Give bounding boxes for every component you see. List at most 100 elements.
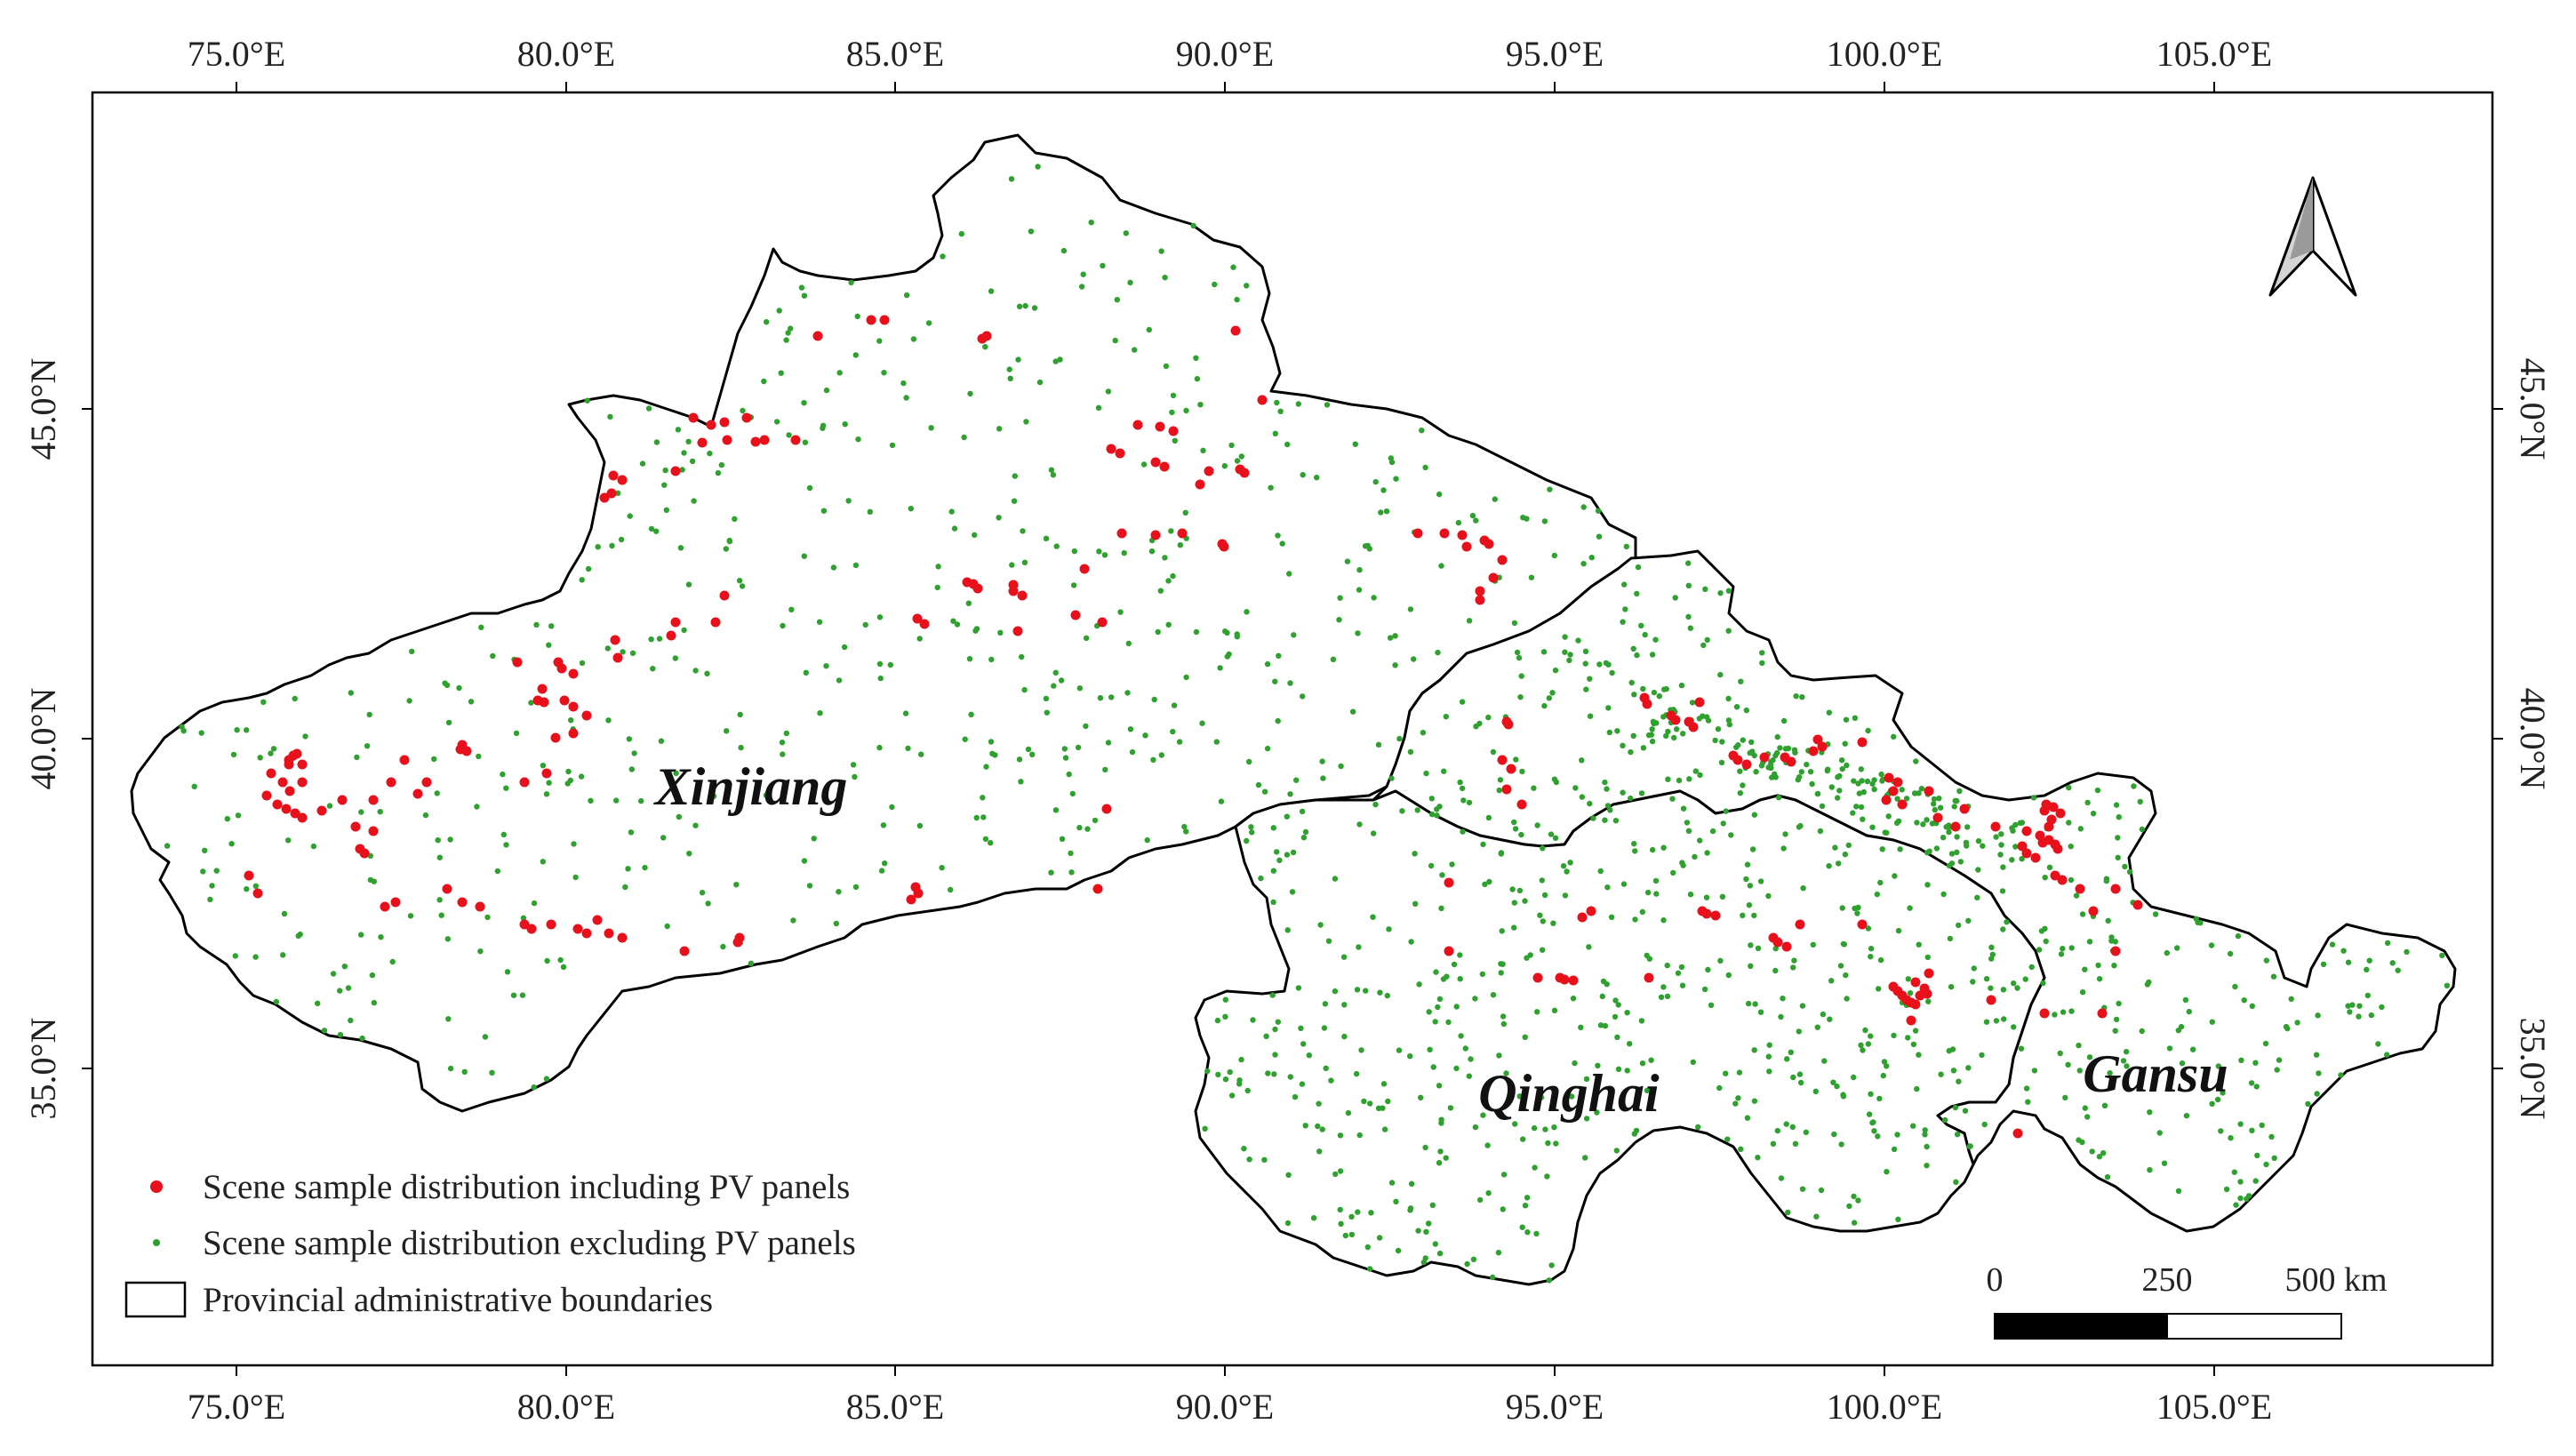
non-pv-sample-point [1788,1049,1795,1056]
lat-label-right: 35.0°N [2513,1018,2553,1120]
non-pv-sample-point [1700,642,1707,649]
pv-sample-point [1070,610,1081,620]
non-pv-sample-point [1016,303,1023,309]
non-pv-sample-point [951,525,958,532]
pv-sample-point [541,768,552,779]
non-pv-sample-point [1685,582,1692,588]
non-pv-sample-point [1169,409,1175,416]
non-pv-sample-point [1436,1160,1443,1166]
non-pv-sample-point [1800,885,1806,892]
scale-label-500: 500 km [2284,1261,2387,1299]
non-pv-sample-point [801,858,808,864]
non-pv-sample-point [1606,729,1613,736]
non-pv-sample-point [1520,1136,1526,1142]
pv-sample-point [272,799,283,810]
non-pv-sample-point [739,583,746,589]
non-pv-sample-point [1393,476,1399,482]
non-pv-sample-point [718,461,724,468]
non-pv-sample-point [707,450,713,457]
non-pv-sample-point [685,581,692,588]
non-pv-sample-point [489,1069,495,1076]
non-pv-sample-point [1407,1205,1414,1212]
non-pv-sample-point [2113,802,2120,808]
non-pv-sample-point [1624,1068,1630,1074]
non-pv-sample-point [2073,892,2080,899]
non-pv-sample-point [1006,366,1012,372]
non-pv-sample-point [1836,860,1842,867]
non-pv-sample-point [1316,1148,1323,1155]
non-pv-sample-point [1638,1018,1645,1024]
non-pv-sample-point [1451,961,1458,968]
non-pv-sample-point [852,884,860,890]
non-pv-sample-point [1925,998,1932,1004]
non-pv-sample-point [1744,861,1751,868]
non-pv-sample-point [500,831,507,838]
non-pv-sample-point [1031,305,1038,311]
non-pv-sample-point [1620,789,1626,796]
non-pv-sample-point [1765,892,1772,900]
non-pv-sample-point [1380,487,1387,493]
non-pv-sample-points [164,164,2451,1284]
non-pv-sample-point [1270,868,1277,874]
non-pv-sample-point [1204,1068,1211,1075]
non-pv-sample-point [1579,757,1585,764]
non-pv-sample-point [1176,739,1183,745]
non-pv-sample-point [1019,653,1025,660]
non-pv-sample-point [1384,992,1391,999]
non-pv-sample-point [436,897,443,903]
pv-sample-point [281,804,292,814]
non-pv-sample-point [1513,756,1519,763]
non-pv-sample-point [1524,955,1530,961]
non-pv-sample-point [2193,916,2199,923]
non-pv-sample-point [852,562,860,569]
non-pv-sample-point [1541,702,1548,709]
non-pv-sample-point [2068,1008,2075,1014]
non-pv-sample-point [1897,846,1903,852]
non-pv-sample-point [903,395,909,401]
non-pv-sample-point [1936,796,1942,802]
non-pv-sample-point [1602,817,1608,823]
non-pv-sample-point [1272,430,1279,436]
non-pv-sample-point [1891,1032,1897,1039]
non-pv-sample-point [1931,796,1938,803]
non-pv-sample-point [1846,1203,1852,1210]
pv-sample-point [1897,799,1908,810]
non-pv-sample-point [1227,1068,1233,1076]
non-pv-sample-point [1595,508,1602,514]
non-pv-sample-point [1940,835,1947,841]
non-pv-sample-point [639,460,646,467]
non-pv-sample-point [2108,934,2115,940]
non-pv-sample-point [1796,824,1803,830]
pv-sample-point [1017,590,1028,601]
non-pv-sample-point [1117,609,1124,615]
non-pv-sample-point [1222,628,1228,635]
non-pv-sample-point [358,809,364,815]
non-pv-sample-point [1567,860,1573,866]
non-pv-sample-point [1851,1193,1857,1200]
non-pv-sample-point [1356,1132,1363,1139]
pv-sample-point [390,897,401,908]
non-pv-sample-point [1172,437,1179,444]
non-pv-sample-point [790,917,796,924]
non-pv-sample-point [2103,876,2110,882]
non-pv-sample-point [1578,1024,1584,1031]
non-pv-sample-point [1539,877,1546,884]
non-pv-sample-point [1457,952,1463,958]
non-pv-sample-point [1814,1024,1820,1030]
non-pv-sample-point [1097,695,1104,701]
non-pv-sample-point [1572,1060,1578,1067]
non-pv-sample-point [1068,869,1075,876]
non-pv-sample-point [1372,801,1379,808]
non-pv-sample-point [1100,262,1106,269]
non-pv-sample-point [198,730,204,736]
non-pv-sample-point [2444,982,2451,989]
non-pv-sample-point [1298,1025,1304,1032]
pv-sample-point [719,590,730,601]
non-pv-sample-point [1436,996,1444,1003]
non-pv-sample-point [1150,756,1156,763]
non-pv-sample-point [1551,1007,1558,1014]
non-pv-sample-point [1550,920,1556,926]
non-pv-sample-point [934,584,940,591]
non-pv-sample-point [2096,976,2103,982]
non-pv-sample-point [1546,695,1553,701]
